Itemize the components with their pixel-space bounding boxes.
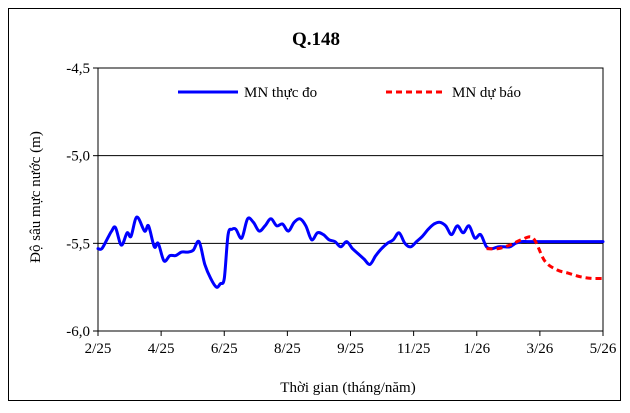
x-tick-label: 9/25 bbox=[337, 341, 364, 357]
x-tick-label: 5/26 bbox=[590, 341, 617, 357]
x-tick-label: 11/25 bbox=[397, 341, 431, 357]
y-axis-title: Độ sâu mực nước (m) bbox=[28, 131, 44, 263]
series-line-forecast bbox=[486, 235, 604, 281]
y-tick-label: -5,5 bbox=[66, 236, 90, 252]
series-line-measured bbox=[96, 215, 605, 289]
y-tick-label: -5,0 bbox=[66, 149, 90, 165]
legend: MN thực đo MN dự báo bbox=[178, 85, 521, 101]
y-tick-label: -4,5 bbox=[66, 61, 90, 77]
series-layer bbox=[96, 215, 605, 289]
legend-label: MN dự báo bbox=[452, 85, 521, 101]
x-tick-label: 8/25 bbox=[274, 341, 301, 357]
x-axis-ticks: 2/25 4/25 6/25 8/25 9/25 11/25 1/26 3/26 5/26 bbox=[85, 331, 617, 357]
x-tick-label: 6/25 bbox=[211, 341, 238, 357]
chart-border bbox=[8, 8, 621, 401]
chart-title: Q.148 bbox=[292, 29, 340, 50]
y-axis-ticks: -4,5 -5,0 -5,5 -6,0 bbox=[66, 61, 98, 340]
y-tick-label: -6,0 bbox=[66, 324, 90, 340]
x-tick-label: 1/26 bbox=[463, 341, 490, 357]
x-tick-label: 3/26 bbox=[527, 341, 554, 357]
x-tick-label: 2/25 bbox=[85, 341, 112, 357]
x-axis-title: Thời gian (tháng/năm) bbox=[280, 380, 415, 396]
legend-label: MN thực đo bbox=[244, 85, 317, 101]
x-tick-label: 4/25 bbox=[148, 341, 175, 357]
